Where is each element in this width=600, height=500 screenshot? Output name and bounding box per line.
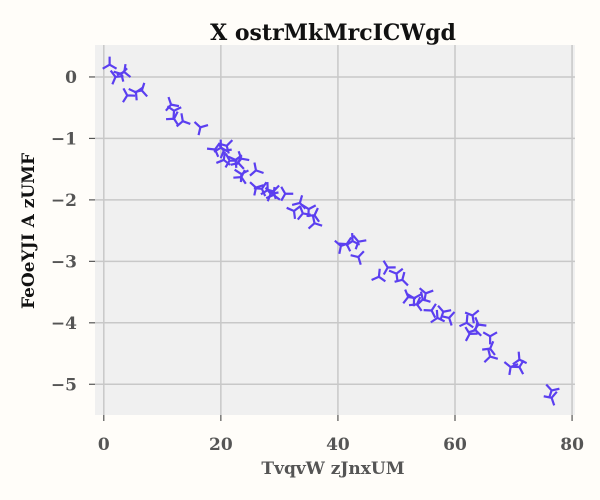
data-point bbox=[307, 215, 323, 230]
data-point bbox=[382, 260, 396, 276]
y-tick-label: −1 bbox=[51, 129, 77, 149]
data-point bbox=[458, 314, 474, 329]
x-tick-label: 0 bbox=[98, 435, 110, 455]
data-point bbox=[512, 351, 528, 366]
data-point bbox=[235, 150, 250, 166]
data-point bbox=[543, 391, 558, 406]
grid bbox=[95, 45, 575, 415]
x-tick-label: 20 bbox=[209, 435, 233, 455]
data-points bbox=[102, 56, 560, 406]
x-tick-label: 80 bbox=[560, 435, 584, 455]
data-point bbox=[122, 87, 136, 103]
x-tick-label: 40 bbox=[326, 435, 350, 455]
data-point bbox=[249, 162, 264, 177]
y-tick-label: −4 bbox=[51, 314, 77, 334]
data-point bbox=[441, 311, 456, 326]
data-point bbox=[350, 250, 365, 266]
chart-title: X ostrMkMrcICWgd bbox=[210, 20, 456, 46]
x-tick-label: 60 bbox=[443, 435, 467, 455]
data-point bbox=[418, 287, 434, 302]
data-point bbox=[218, 139, 234, 154]
data-point bbox=[464, 309, 480, 324]
data-point bbox=[423, 303, 437, 319]
data-point bbox=[280, 186, 294, 202]
y-tick-label: −2 bbox=[51, 191, 77, 211]
data-point bbox=[483, 348, 499, 363]
axis-ticks: 0 20 40 60 80 0 −1 −2 −3 −4 −5 bbox=[51, 68, 584, 455]
data-point bbox=[394, 271, 409, 287]
data-point bbox=[193, 121, 209, 136]
data-point bbox=[233, 169, 247, 185]
data-point bbox=[472, 316, 487, 332]
data-point bbox=[116, 63, 132, 78]
data-point bbox=[215, 151, 231, 166]
data-point bbox=[102, 56, 118, 70]
data-point bbox=[265, 186, 281, 201]
data-point bbox=[133, 82, 148, 98]
plot-area bbox=[95, 45, 575, 415]
data-point bbox=[482, 331, 498, 345]
data-point bbox=[352, 234, 367, 250]
y-axis-label: FeOeYJI A zUMF bbox=[19, 153, 39, 309]
data-point bbox=[430, 309, 446, 324]
y-tick-label: −5 bbox=[51, 375, 77, 395]
y-tick-label: −3 bbox=[51, 252, 77, 272]
y-tick-label: 0 bbox=[65, 68, 77, 88]
data-point bbox=[175, 113, 191, 128]
data-point bbox=[371, 268, 387, 283]
x-axis-label: TvqvW zJnxUM bbox=[261, 459, 404, 479]
